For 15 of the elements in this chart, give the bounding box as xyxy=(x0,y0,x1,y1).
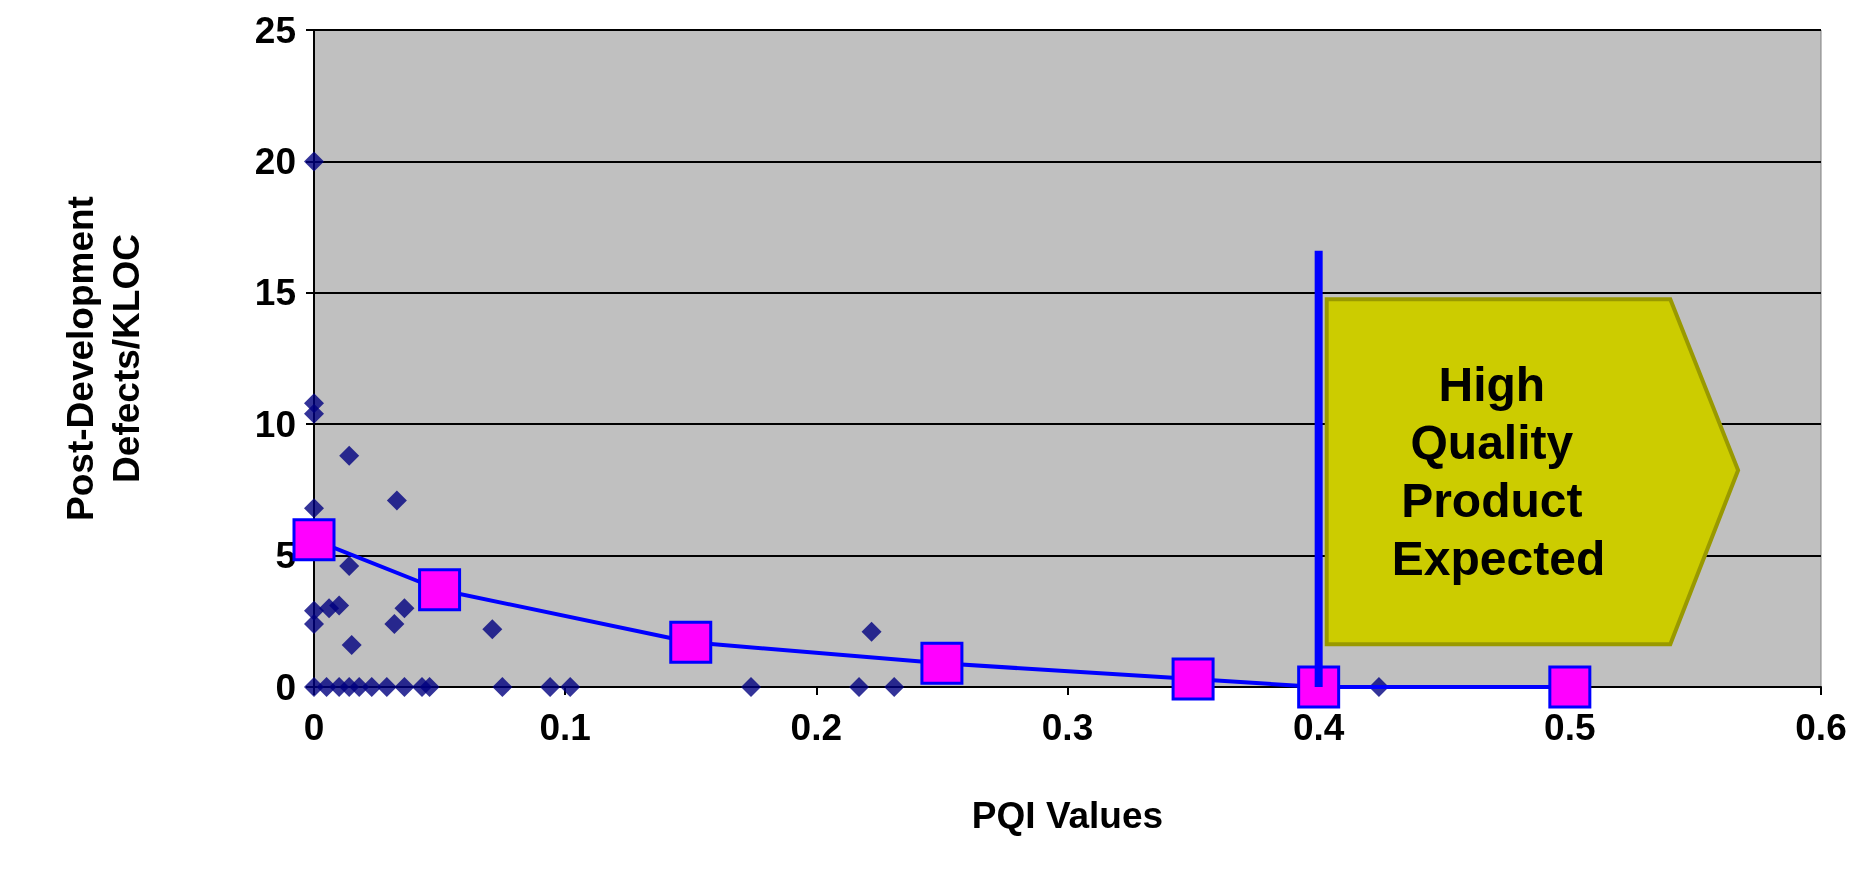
y-tick-label: 10 xyxy=(254,403,296,445)
x-tick-label: 0.2 xyxy=(790,707,843,748)
y-tick-label: 15 xyxy=(254,272,296,314)
x-tick-label: 0 xyxy=(303,707,325,748)
annotation: High Quality Product Expected xyxy=(1391,358,1606,586)
y-axis-title: Post-Development Defects/KLOC xyxy=(59,196,147,521)
y-tick-label: 0 xyxy=(275,666,296,708)
y-tick-label: 20 xyxy=(254,140,296,182)
x-axis-title: PQI Values xyxy=(971,794,1164,836)
x-tick-label: 0.1 xyxy=(539,707,591,748)
x-tick-label: 0.4 xyxy=(1292,707,1345,748)
x-tick-label: 0.6 xyxy=(1795,707,1847,748)
x-tick-label: 0.5 xyxy=(1544,707,1596,748)
x-tick-label: 0.3 xyxy=(1041,707,1094,748)
y-tick-label: 25 xyxy=(254,9,296,51)
